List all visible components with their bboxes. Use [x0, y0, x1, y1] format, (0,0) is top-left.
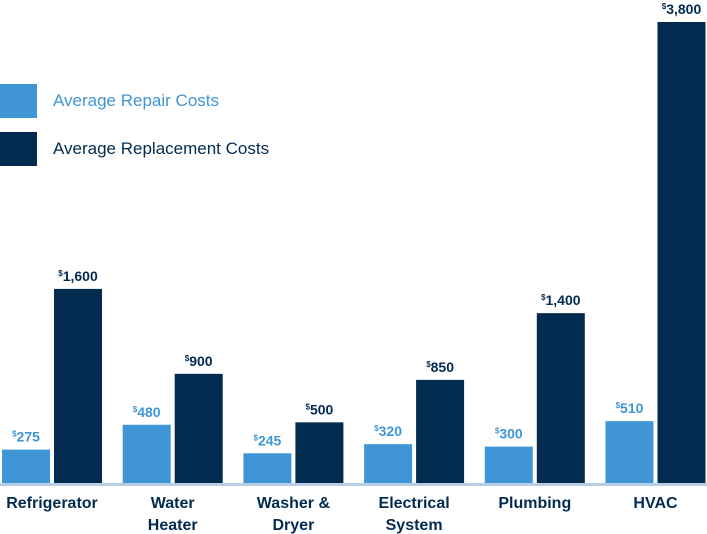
- value-label-replacement-0: $1,600: [58, 268, 98, 284]
- bar-repair-2: [243, 453, 292, 483]
- bar-repair-0: [2, 449, 50, 483]
- category-label-2: Washer & Dryer: [257, 495, 331, 534]
- bar-replacement-2: [295, 422, 344, 483]
- value-label-replacement-3: $850: [426, 359, 454, 375]
- bar-replacement-4: [536, 313, 585, 483]
- legend: Average Repair Costs Average Replacement…: [0, 84, 269, 180]
- bar-repair-1: [122, 424, 171, 483]
- value-label-repair-3: $320: [374, 423, 402, 439]
- legend-label-repair: Average Repair Costs: [53, 91, 219, 110]
- category-label-4: Plumbing: [498, 495, 571, 512]
- value-label-repair-1: $480: [133, 404, 161, 420]
- value-label-replacement-5: $3,800: [662, 1, 702, 17]
- legend-label-replacement: Average Replacement Costs: [53, 139, 270, 158]
- legend-swatch-replacement: [0, 132, 37, 166]
- value-label-replacement-4: $1,400: [541, 292, 581, 308]
- value-label-repair-2: $245: [253, 432, 281, 448]
- bar-repair-4: [484, 446, 533, 483]
- category-label-1: Water Heater: [148, 495, 198, 534]
- bar-repair-5: [605, 421, 654, 483]
- category-label-0: Refrigerator: [6, 495, 98, 512]
- value-label-repair-4: $300: [495, 426, 523, 442]
- category-label-5: HVAC: [633, 495, 678, 512]
- bar-replacement-1: [174, 373, 223, 483]
- category-label-3: Electrical System: [379, 495, 450, 534]
- value-label-replacement-2: $500: [305, 401, 333, 417]
- bar-repair-3: [364, 444, 413, 483]
- value-label-repair-0: $275: [12, 429, 40, 445]
- value-label-repair-5: $510: [616, 400, 644, 416]
- bar-replacement-3: [416, 379, 465, 483]
- legend-swatch-repair: [0, 84, 37, 118]
- bar-replacement-0: [54, 288, 102, 483]
- legend-item-replacement: Average Replacement Costs: [0, 132, 269, 166]
- bar-replacement-5: [657, 22, 706, 483]
- value-label-replacement-1: $900: [185, 353, 213, 369]
- legend-item-repair: Average Repair Costs: [0, 84, 269, 118]
